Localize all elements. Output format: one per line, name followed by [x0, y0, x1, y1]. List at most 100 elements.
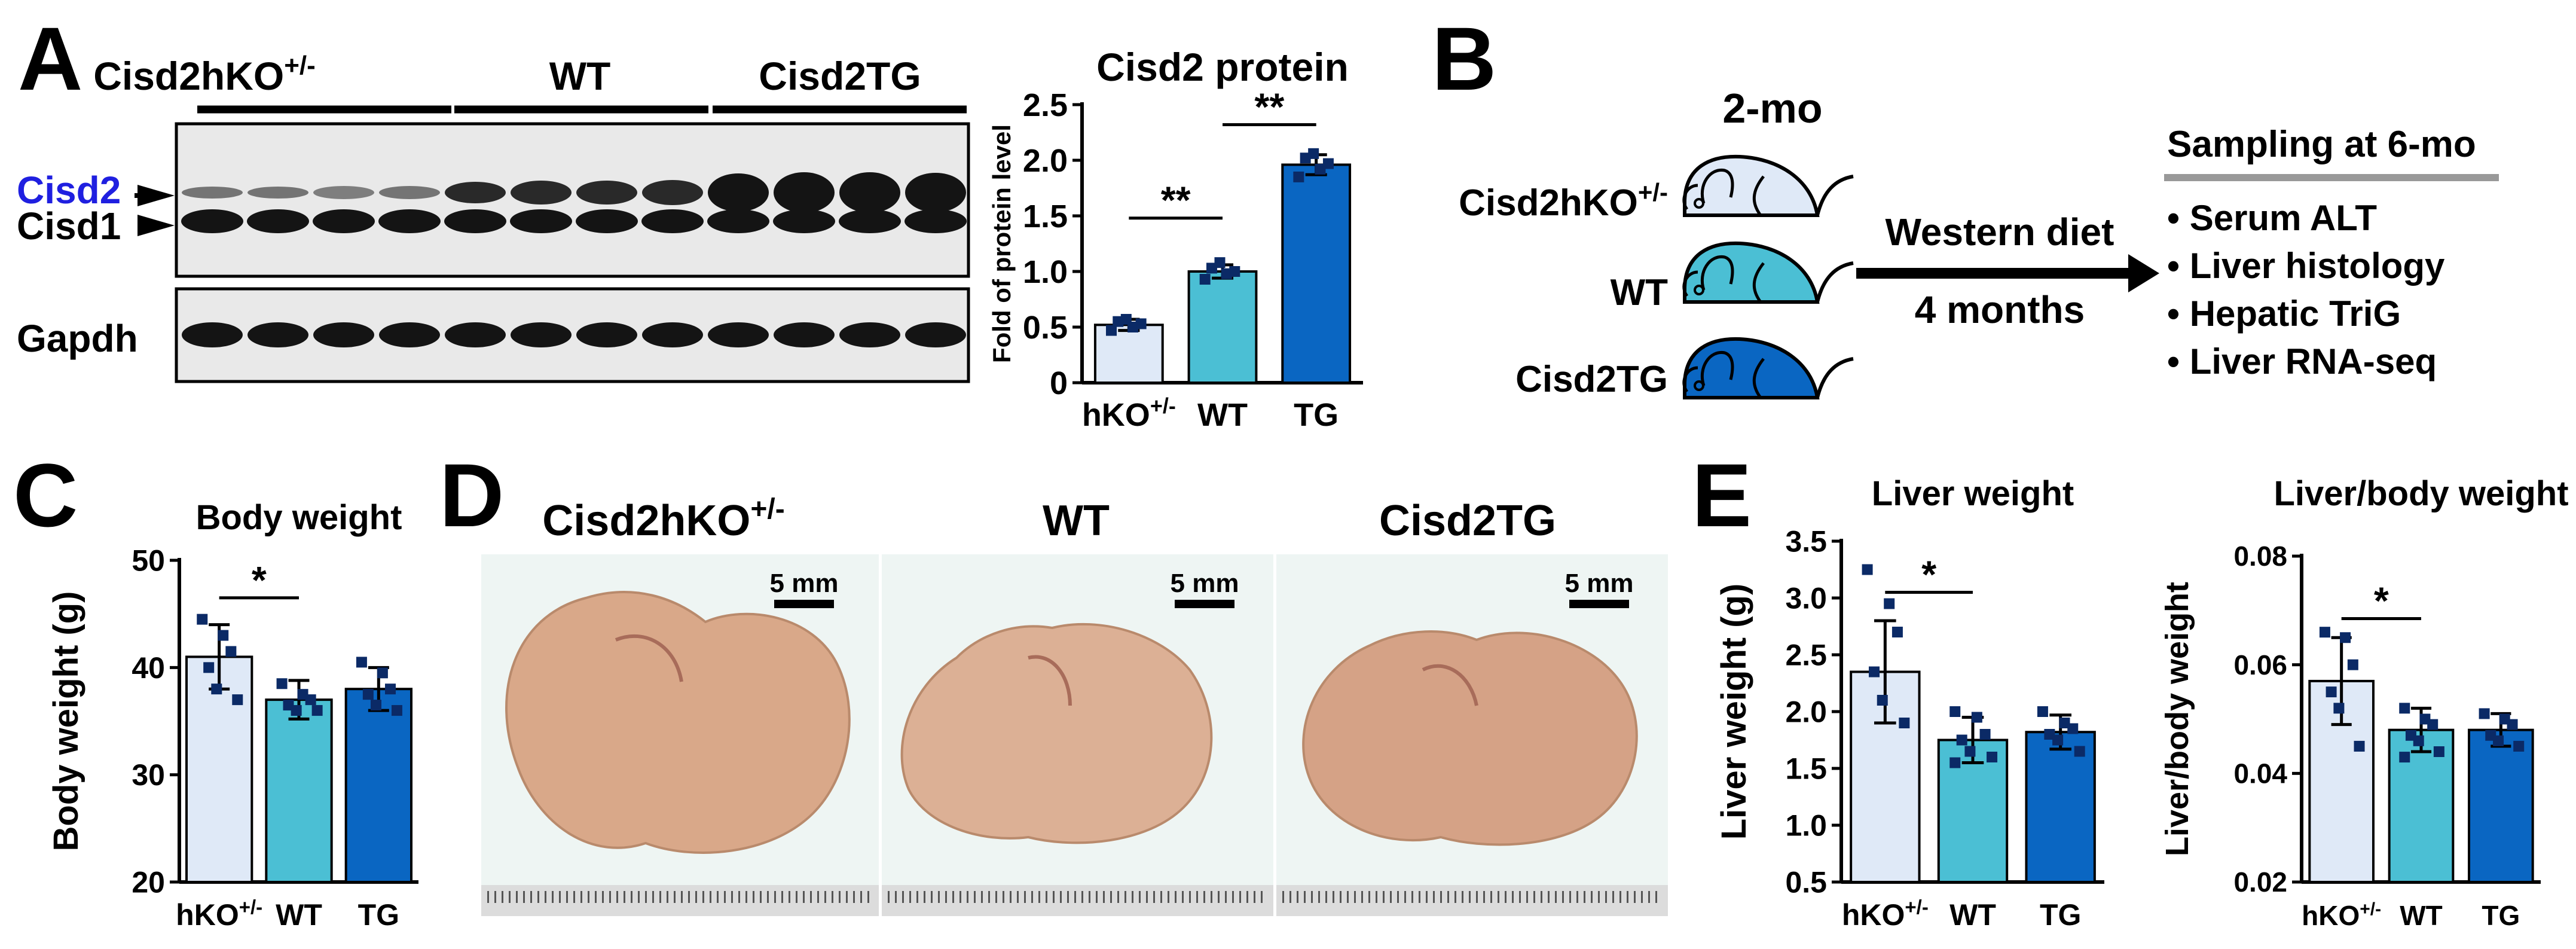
data-point — [2037, 706, 2048, 717]
chart-title: Liver weight — [1872, 474, 2074, 513]
data-point — [1949, 706, 1961, 717]
blot-group-labels: Cisd2hKO+/- WT Cisd2TG — [93, 51, 967, 114]
scale-label: 5 mm — [770, 569, 839, 598]
liver-tissue — [505, 591, 851, 854]
y-tick-label: 0.04 — [2233, 758, 2287, 789]
y-tick-label: 50 — [132, 544, 165, 578]
cisd1-band — [641, 209, 704, 233]
cisd2-band — [379, 186, 440, 199]
data-point — [1862, 564, 1873, 575]
sampling-list: • Serum ALT • Liver histology • Hepatic … — [2167, 198, 2445, 382]
significance-label: * — [252, 559, 267, 602]
data-point — [2413, 735, 2424, 746]
data-point — [2427, 719, 2439, 730]
data-point — [276, 678, 288, 689]
data-point — [1949, 757, 1961, 768]
data-point — [1120, 313, 1132, 325]
cisd1-band — [378, 209, 441, 233]
data-point — [1956, 734, 1967, 746]
data-point — [2399, 752, 2410, 763]
y-tick-label: 3.5 — [1785, 525, 1827, 559]
y-tick-label: 1.0 — [1023, 254, 1068, 290]
panel-label-e: E — [1692, 445, 1752, 545]
data-point — [2319, 627, 2330, 638]
significance-label: * — [2374, 579, 2389, 622]
data-point — [1987, 752, 1998, 762]
y-tick-label: 0 — [1050, 365, 1068, 401]
cisd2-band — [313, 186, 374, 199]
mouse-label-wt: WT — [1611, 272, 1669, 313]
cisd2-band — [642, 180, 703, 205]
panel-a: A Cisd2hKO+/- WT Cisd2TG Cisd2 Cisd1 Gap… — [17, 8, 1363, 433]
gapdh-band — [576, 322, 637, 347]
y-tick-label: 0.02 — [2233, 866, 2287, 898]
panel-label-a: A — [18, 8, 82, 109]
x-tick-label: WT — [2400, 900, 2443, 931]
cisd1-band — [247, 209, 309, 233]
bar-hko — [1093, 324, 1164, 385]
mouse-label-hko: Cisd2hKO+/- — [1459, 178, 1668, 224]
significance-label: ** — [1254, 85, 1284, 128]
gapdh-band — [511, 322, 572, 347]
liver-body-weight-chart: Liver/body weight Liver/body weight 0.02 0.… — [2159, 474, 2569, 931]
gapdh-band — [445, 322, 506, 347]
panel-b: B 2-mo Cisd2hKO+/- WT Cisd2TG — [1432, 8, 2499, 400]
cisd2-arrow-icon — [137, 185, 175, 206]
bar-tg — [2468, 728, 2534, 883]
data-point — [1221, 268, 1232, 279]
diet-label: Western diet — [1886, 210, 2114, 254]
bar-tg — [2025, 731, 2096, 883]
cisd1-band — [707, 209, 769, 233]
data-point — [2052, 734, 2064, 746]
cisd1-band — [839, 209, 901, 233]
chart-title: Cisd2 protein — [1096, 45, 1349, 89]
data-point — [1106, 325, 1117, 336]
panel-c: C Body weight Body weight (g) 20 30 40 50 hKO+… — [13, 445, 418, 932]
gapdh-band — [247, 322, 308, 347]
data-point — [377, 667, 388, 679]
significance-label: ** — [1161, 179, 1191, 222]
blot-group-label-wt: WT — [549, 54, 611, 98]
mouse-icon-hko — [1682, 154, 1854, 217]
gapdh-band — [642, 322, 703, 347]
y-tick-label: 3.0 — [1785, 582, 1827, 615]
data-point — [2044, 729, 2055, 740]
x-tick-label: TG — [358, 898, 399, 932]
y-tick-label: 0.5 — [1785, 866, 1827, 899]
data-point — [2059, 718, 2070, 728]
data-point — [211, 683, 222, 695]
x-tick-label: TG — [2482, 900, 2520, 931]
panel-label-b: B — [1432, 8, 1496, 109]
data-point — [1971, 712, 1982, 723]
data-point — [1229, 266, 1240, 277]
significance-label: * — [1921, 553, 1936, 596]
diet-arrow-icon — [2128, 254, 2159, 292]
cisd2-band — [708, 173, 769, 212]
cisd2-protein-chart: Cisd2 protein Fold of protein level 0 0.5 1.… — [988, 45, 1363, 433]
gapdh-band — [182, 322, 243, 347]
scale-label: 5 mm — [1171, 569, 1239, 598]
data-point — [1322, 158, 1334, 169]
sampling-item: • Liver RNA-seq — [2167, 341, 2437, 382]
cisd2-band — [247, 187, 308, 199]
cisd2-band — [511, 181, 572, 205]
gapdh-band — [379, 322, 440, 347]
liver-photo-hko: 5 mm — [481, 554, 879, 916]
bar-tg — [344, 688, 413, 883]
liver-tissue — [900, 623, 1213, 844]
y-tick-label: 0.06 — [2233, 649, 2287, 681]
panel-d: D Cisd2hKO+/- WT Cisd2TG 5 mm 5 mm — [439, 445, 1668, 916]
y-axis-label: Liver/body weight — [2159, 582, 2195, 856]
data-point — [2333, 703, 2345, 714]
data-point — [2493, 735, 2504, 746]
data-point — [385, 683, 396, 695]
sampling-item: • Liver histology — [2167, 246, 2445, 286]
gapdh-band — [708, 322, 769, 347]
liver-weight-chart: Liver weight Liver weight (g) 0.5 1.0 1.5 2.0… — [1715, 474, 2104, 932]
data-point — [203, 662, 215, 673]
data-point — [1979, 729, 1991, 740]
blot-group-label-tg: Cisd2TG — [759, 54, 921, 98]
data-point — [2479, 708, 2490, 719]
data-point — [2347, 659, 2358, 670]
x-tick-label: WT — [1197, 397, 1248, 433]
